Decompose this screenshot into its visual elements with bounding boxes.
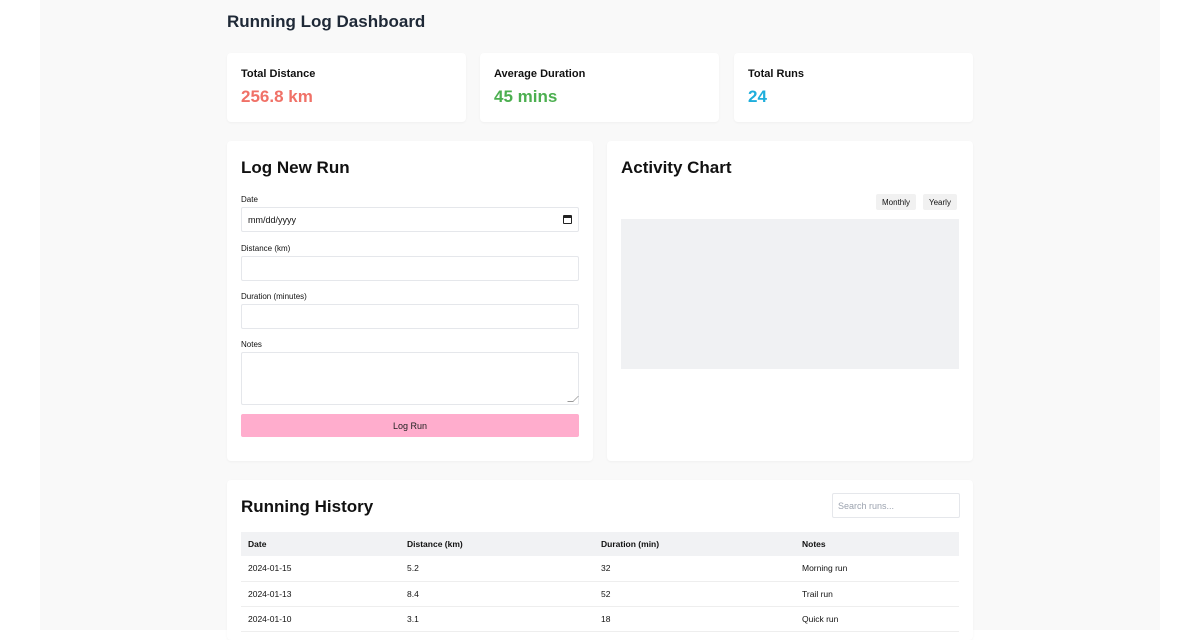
yearly-toggle-button[interactable]: Yearly bbox=[923, 194, 957, 210]
cell-duration: 32 bbox=[594, 556, 795, 582]
log-run-title: Log New Run bbox=[241, 158, 350, 177]
chart-canvas bbox=[621, 219, 959, 369]
stat-label: Average Duration bbox=[494, 68, 586, 80]
page-title: Running Log Dashboard bbox=[227, 12, 426, 31]
cell-notes: Quick run bbox=[795, 606, 959, 632]
stat-card-total-distance: Total Distance 256.8 km bbox=[227, 53, 466, 122]
running-history-panel: Running History Date Distance (km) Durat… bbox=[227, 480, 973, 640]
running-history-title: Running History bbox=[241, 497, 374, 516]
stat-value: 45 mins bbox=[494, 87, 558, 106]
distance-label: Distance (km) bbox=[241, 244, 291, 253]
stat-card-average-duration: Average Duration 45 mins bbox=[480, 53, 719, 122]
stat-label: Total Runs bbox=[748, 68, 805, 80]
cell-distance: 3.1 bbox=[400, 606, 594, 632]
activity-chart-title: Activity Chart bbox=[621, 158, 732, 177]
cell-date: 2024-01-10 bbox=[241, 606, 400, 632]
page-background: Running Log Dashboard Total Distance 256… bbox=[40, 0, 1160, 640]
duration-label: Duration (minutes) bbox=[241, 292, 307, 301]
date-placeholder: mm/dd/yyyy bbox=[248, 214, 297, 225]
duration-input[interactable] bbox=[241, 304, 579, 329]
cell-notes: Trail run bbox=[795, 581, 959, 607]
history-table: Date Distance (km) Duration (min) Notes … bbox=[241, 532, 959, 632]
cell-distance: 8.4 bbox=[400, 581, 594, 607]
activity-chart-panel: Activity Chart Monthly Yearly bbox=[607, 141, 973, 461]
column-header-duration[interactable]: Duration (min) bbox=[594, 532, 795, 556]
calendar-icon[interactable] bbox=[563, 215, 572, 224]
cell-notes: Morning run bbox=[795, 556, 959, 582]
table-row[interactable]: 2024-01-13 8.4 52 Trail run bbox=[241, 581, 959, 607]
table-row[interactable]: 2024-01-10 3.1 18 Quick run bbox=[241, 606, 959, 632]
cell-distance: 5.2 bbox=[400, 556, 594, 582]
search-runs-input[interactable] bbox=[832, 493, 960, 518]
column-header-distance[interactable]: Distance (km) bbox=[400, 532, 594, 556]
notes-label: Notes bbox=[241, 340, 262, 349]
column-header-notes[interactable]: Notes bbox=[795, 532, 959, 556]
stat-card-total-runs: Total Runs 24 bbox=[734, 53, 973, 122]
stat-value: 24 bbox=[748, 87, 767, 106]
date-input[interactable]: mm/dd/yyyy bbox=[241, 207, 579, 232]
notes-textarea[interactable] bbox=[241, 352, 579, 405]
cell-duration: 18 bbox=[594, 606, 795, 632]
cell-date: 2024-01-13 bbox=[241, 581, 400, 607]
column-header-date[interactable]: Date bbox=[241, 532, 400, 556]
cell-duration: 52 bbox=[594, 581, 795, 607]
stat-label: Total Distance bbox=[241, 68, 316, 80]
distance-input[interactable] bbox=[241, 256, 579, 281]
log-run-panel: Log New Run Date mm/dd/yyyy Distance (km… bbox=[227, 141, 593, 461]
cell-date: 2024-01-15 bbox=[241, 556, 400, 582]
table-header-row: Date Distance (km) Duration (min) Notes bbox=[241, 532, 959, 556]
resize-grip-icon[interactable] bbox=[567, 396, 579, 402]
table-row[interactable]: 2024-01-15 5.2 32 Morning run bbox=[241, 556, 959, 582]
stat-value: 256.8 km bbox=[241, 87, 313, 106]
log-run-button[interactable]: Log Run bbox=[241, 414, 579, 437]
monthly-toggle-button[interactable]: Monthly bbox=[876, 194, 917, 210]
date-label: Date bbox=[241, 195, 258, 204]
